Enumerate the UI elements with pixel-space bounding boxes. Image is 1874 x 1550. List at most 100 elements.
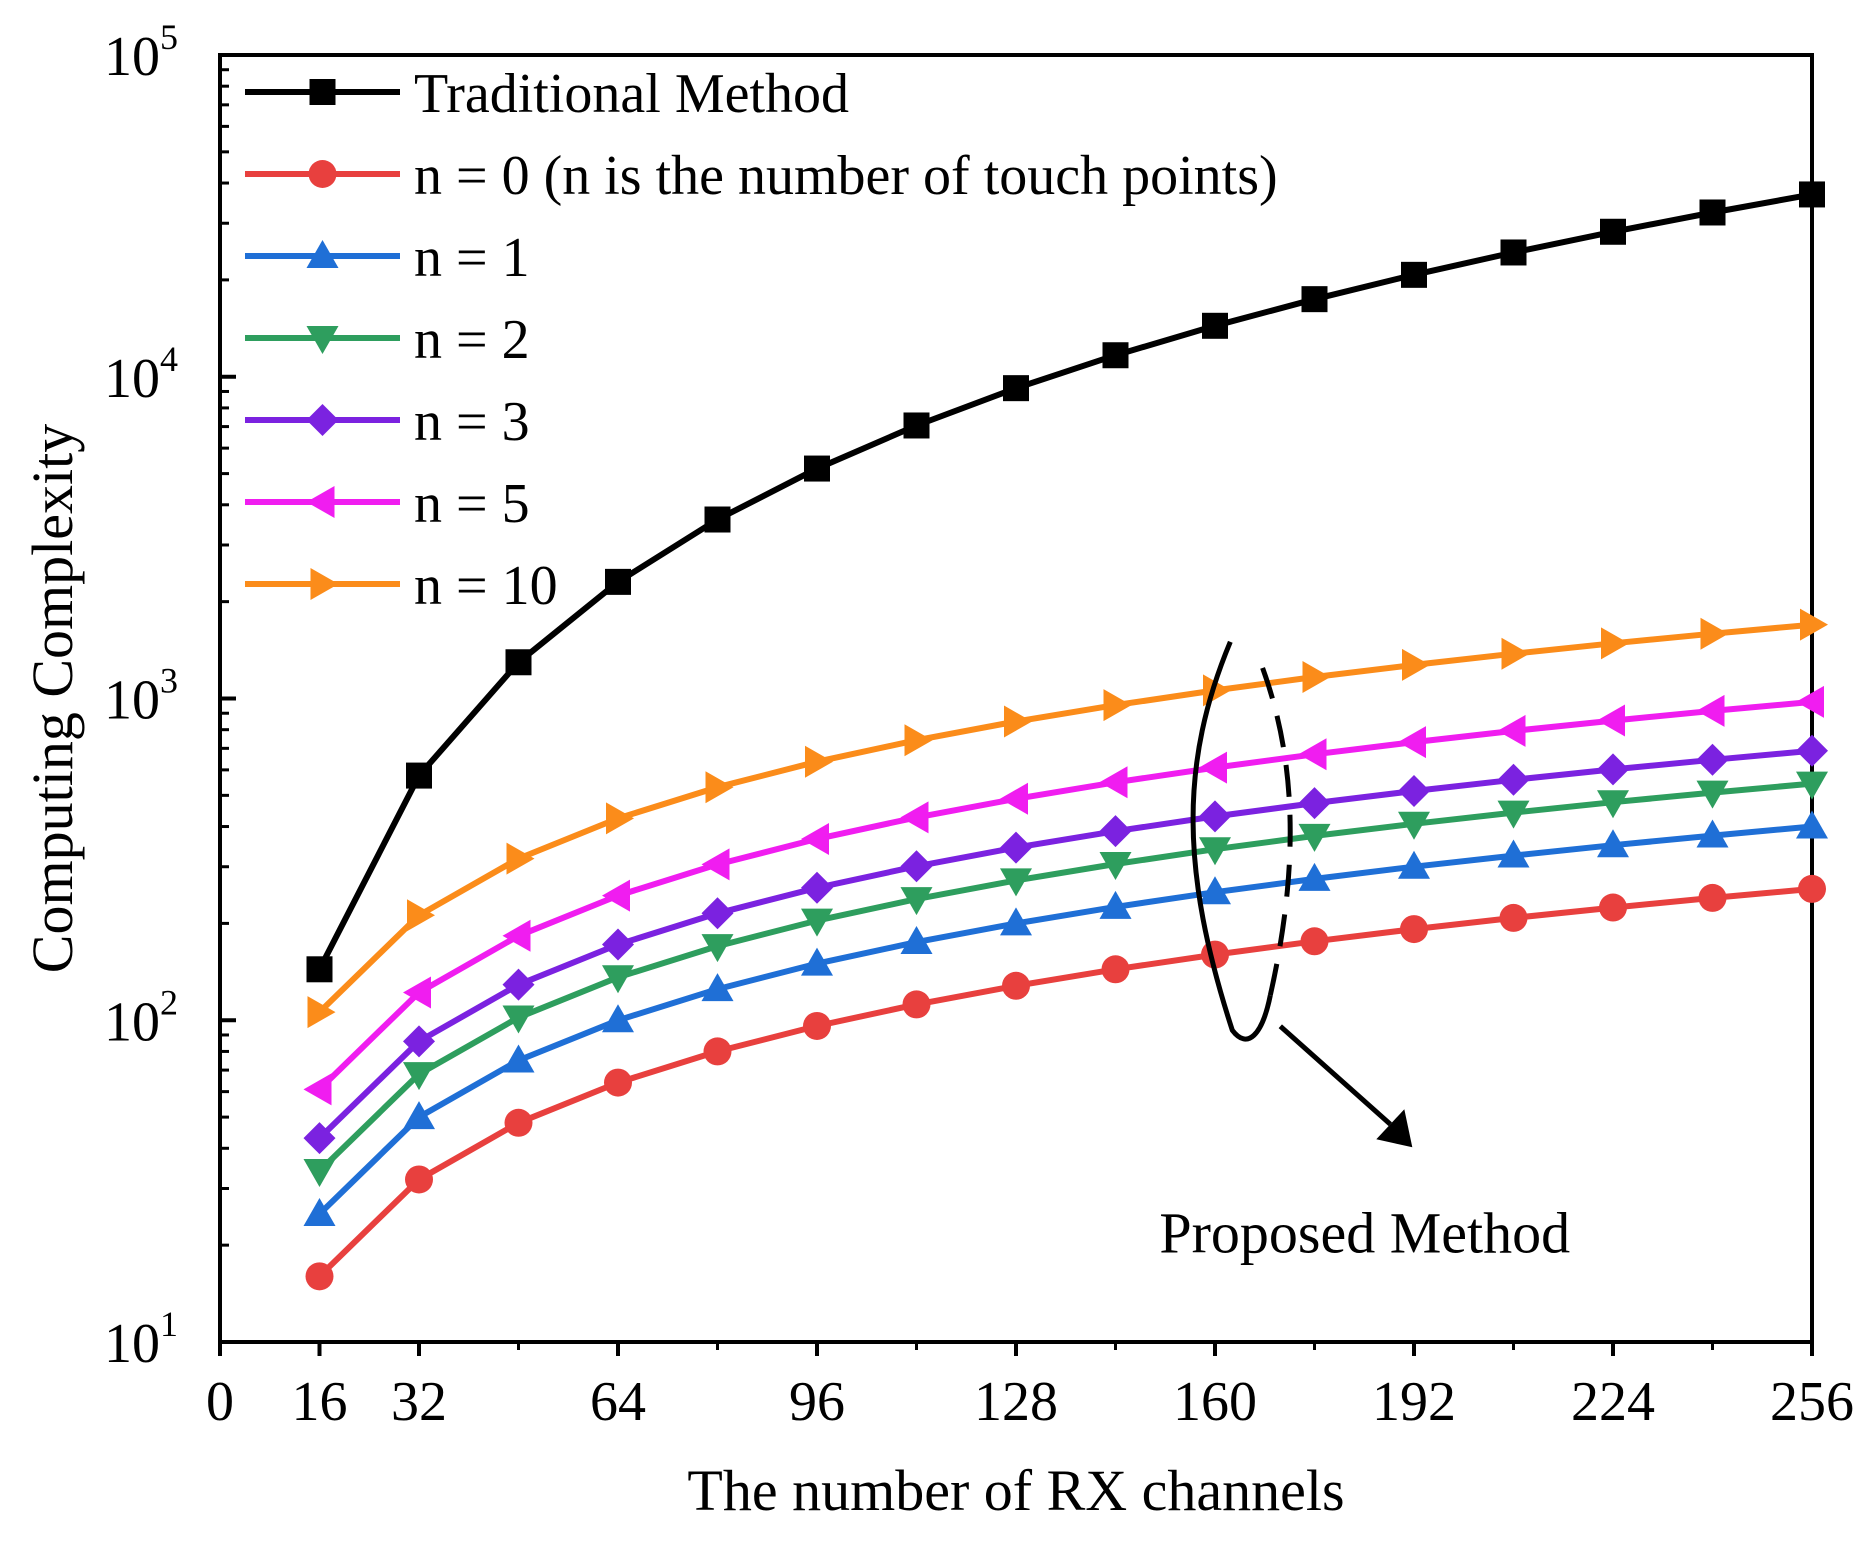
legend-swatch-marker xyxy=(309,79,336,105)
data-point xyxy=(403,1062,435,1091)
data-point xyxy=(403,976,431,1009)
data-point xyxy=(1398,726,1426,759)
data-point xyxy=(1298,823,1331,852)
y-tick-base: 10 xyxy=(104,26,160,88)
y-tick-exponent: 4 xyxy=(160,339,178,379)
data-point xyxy=(1601,627,1629,660)
data-point xyxy=(1101,955,1130,984)
y-tick-exponent: 2 xyxy=(160,982,178,1022)
data-point xyxy=(1597,829,1629,858)
series-0 xyxy=(306,181,1825,983)
data-point xyxy=(505,649,532,676)
x-axis-title: The number of RX channels xyxy=(687,1458,1344,1523)
legend-label: n = 10 xyxy=(414,555,558,617)
y-tick-base: 10 xyxy=(104,991,160,1053)
data-point xyxy=(703,1037,732,1066)
data-point xyxy=(1597,704,1625,737)
data-point xyxy=(305,1262,334,1291)
data-point xyxy=(1099,766,1128,799)
proposed-method-annotation: Proposed Method xyxy=(1159,640,1570,1265)
series-line xyxy=(317,885,1813,1279)
data-point xyxy=(1700,617,1729,650)
data-point xyxy=(306,956,333,983)
data-point xyxy=(1099,851,1132,880)
legend-swatch-marker xyxy=(306,240,339,268)
data-point xyxy=(1000,831,1032,864)
legend-swatch-marker xyxy=(306,326,339,354)
data-point xyxy=(1597,753,1629,786)
series-5 xyxy=(303,685,1824,1106)
data-point xyxy=(1698,883,1727,912)
data-point xyxy=(1300,927,1329,956)
data-point xyxy=(900,926,933,955)
data-point xyxy=(303,1122,336,1155)
data-point xyxy=(307,996,336,1029)
data-point xyxy=(704,506,731,533)
data-point xyxy=(1796,771,1828,800)
legend-label: n = 1 xyxy=(414,227,530,289)
data-point xyxy=(1400,915,1428,944)
data-point xyxy=(805,745,833,778)
legend-label: n = 2 xyxy=(414,309,530,371)
data-point xyxy=(1499,903,1528,932)
data-point xyxy=(407,899,435,932)
data-point xyxy=(604,1068,632,1097)
data-point xyxy=(1696,694,1725,727)
y-tick-label: 103 xyxy=(104,661,178,732)
legend-label: n = 3 xyxy=(414,391,530,453)
data-point xyxy=(1402,648,1430,681)
data-point xyxy=(1398,774,1430,807)
data-point xyxy=(1002,971,1030,1000)
legend-swatch-marker xyxy=(310,568,339,600)
series-line xyxy=(317,780,1813,1174)
y-tick-base: 10 xyxy=(104,348,160,410)
data-point xyxy=(1798,874,1826,903)
data-point xyxy=(1298,862,1331,891)
series-6 xyxy=(307,608,1828,1029)
data-point xyxy=(502,1005,535,1034)
data-point xyxy=(801,871,833,904)
data-point xyxy=(1298,738,1327,771)
data-point xyxy=(1302,661,1331,694)
data-point xyxy=(1000,782,1028,815)
data-point xyxy=(801,908,833,937)
data-point xyxy=(1298,787,1331,820)
y-axis-title: Computing Complexity xyxy=(20,424,85,973)
data-point xyxy=(602,879,630,912)
data-point xyxy=(1696,743,1729,776)
series-3 xyxy=(303,771,1828,1187)
y-tick-label: 101 xyxy=(104,1304,178,1375)
legend-swatch-marker xyxy=(306,486,335,518)
series-2 xyxy=(303,810,1828,1226)
x-tick-label: 224 xyxy=(1571,1371,1655,1433)
data-point xyxy=(1497,800,1530,829)
data-point xyxy=(403,1025,435,1058)
legend-label: Traditional Method xyxy=(414,63,849,125)
data-point xyxy=(303,1073,332,1106)
data-point xyxy=(1497,763,1530,796)
annotation-label: Proposed Method xyxy=(1159,1200,1570,1265)
data-point xyxy=(1800,608,1828,641)
data-point xyxy=(1696,780,1729,809)
data-point xyxy=(804,455,830,482)
data-point xyxy=(1003,375,1029,402)
data-point xyxy=(701,973,734,1002)
x-axis: 0 16 32 64 96 128 160 192 224 256 xyxy=(206,1342,1854,1433)
data-point xyxy=(1401,261,1427,288)
y-tick-exponent: 5 xyxy=(160,17,178,57)
legend-item-6: n = 10 xyxy=(245,555,558,617)
data-point xyxy=(403,1101,435,1130)
data-point xyxy=(1696,819,1729,848)
data-point xyxy=(1599,893,1627,922)
data-point xyxy=(506,842,535,875)
x-tick-label: 32 xyxy=(391,1371,447,1433)
data-point xyxy=(801,947,833,976)
data-point xyxy=(1199,876,1231,905)
data-point xyxy=(1099,890,1132,919)
data-point xyxy=(1398,811,1430,840)
series-layer xyxy=(303,181,1828,1291)
data-point xyxy=(1597,790,1629,819)
data-point xyxy=(904,724,933,757)
data-point xyxy=(902,990,931,1019)
